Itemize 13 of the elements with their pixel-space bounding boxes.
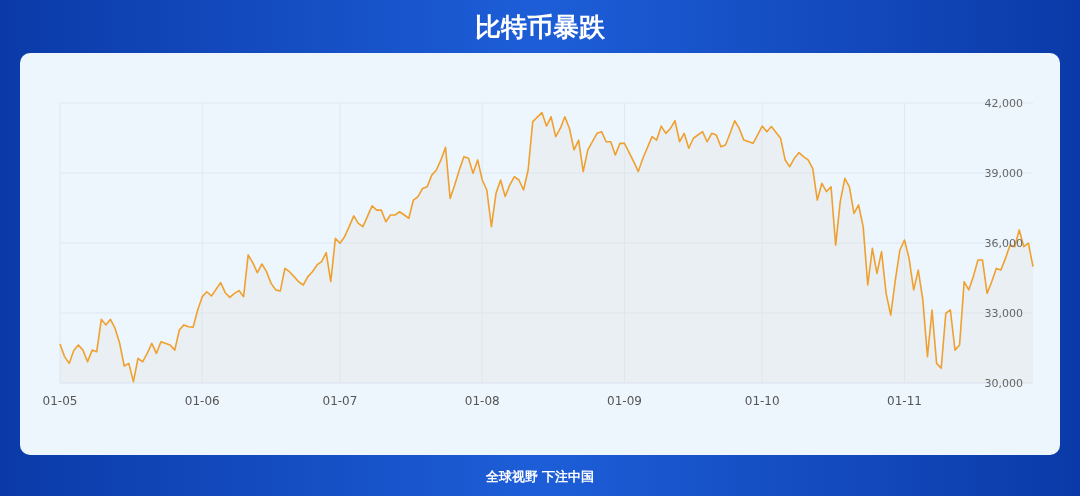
x-tick-label: 01-09 xyxy=(607,394,642,408)
x-tick-label: 01-07 xyxy=(322,394,358,408)
y-tick-label: 30,000 xyxy=(984,377,1023,390)
y-tick-label: 33,000 xyxy=(984,307,1023,320)
y-tick-label: 42,000 xyxy=(984,97,1023,110)
x-tick-label: 01-10 xyxy=(744,394,780,408)
x-tick-label: 01-05 xyxy=(42,394,78,408)
text: 全球视野 下注中国 xyxy=(484,469,595,484)
x-tick-label: 01-06 xyxy=(184,394,220,408)
x-tick-label: 01-08 xyxy=(464,394,500,408)
y-tick-label: 39,000 xyxy=(984,167,1023,180)
title: 比特币暴跌 xyxy=(475,12,605,42)
x-tick-label: 01-11 xyxy=(887,394,922,408)
